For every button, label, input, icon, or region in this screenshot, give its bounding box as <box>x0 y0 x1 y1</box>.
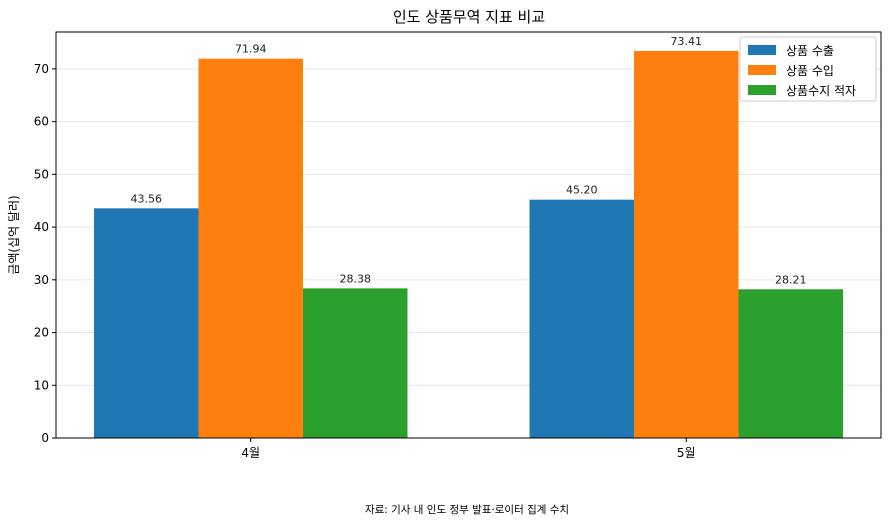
data-labels: 43.56 71.94 28.38 45.20 73.41 28.21 <box>131 35 807 286</box>
bars <box>94 50 843 439</box>
bar <box>94 208 199 438</box>
y-tick-label: 30 <box>34 273 49 287</box>
legend-swatch <box>748 65 776 75</box>
bar-value-label: 71.94 <box>235 43 267 56</box>
y-axis-label: 금액(십억 달러) <box>7 195 21 274</box>
legend-label: 상품수지 적자 <box>786 84 856 98</box>
bar-value-label: 73.41 <box>671 35 703 48</box>
bar <box>738 289 843 438</box>
bar <box>303 288 408 438</box>
x-tick-label: 5월 <box>677 446 696 460</box>
legend-swatch <box>748 45 776 55</box>
plot-frame <box>55 31 882 439</box>
bar <box>198 58 303 439</box>
y-tick-label: 0 <box>41 431 49 445</box>
legend-label: 상품 수출 <box>786 44 834 58</box>
bar-value-label: 28.38 <box>340 272 372 285</box>
bar-value-label: 45.20 <box>566 184 598 197</box>
chart-title: 인도 상품무역 지표 비교 <box>393 8 545 26</box>
y-tick-label: 70 <box>34 62 49 76</box>
y-tick-label: 10 <box>34 378 49 392</box>
legend-swatch <box>748 85 776 95</box>
y-tick-label: 50 <box>34 167 49 181</box>
y-tick-label: 40 <box>34 220 49 234</box>
bar <box>634 50 739 439</box>
y-tick-label: 20 <box>34 326 49 340</box>
y-axis: 0 10 20 30 40 50 60 70 <box>34 62 56 445</box>
bar-value-label: 43.56 <box>131 192 163 205</box>
y-tick-label: 60 <box>34 115 49 129</box>
x-axis: 4월 5월 <box>241 438 696 460</box>
legend-label: 상품 수입 <box>786 64 834 78</box>
bar-value-label: 28.21 <box>775 273 807 286</box>
bar <box>529 199 634 438</box>
source-note: 자료: 기사 내 인도 정부 발표·로이터 집계 수치 <box>365 504 569 516</box>
x-tick-label: 4월 <box>241 446 260 460</box>
